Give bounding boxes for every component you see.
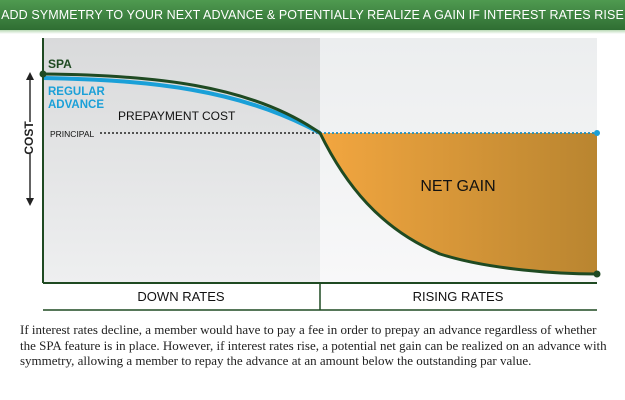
cost-arrow-up-icon	[26, 72, 34, 80]
cost-arrow-down-icon	[26, 198, 34, 206]
y-axis-label: COST	[22, 121, 36, 155]
spa-diagram: COST SPA REGULAR ADVANCE PREPAYMENT COST…	[22, 38, 601, 311]
regular-advance-curve	[42, 76, 321, 135]
caption: If interest rates decline, a member woul…	[20, 322, 607, 368]
spa-curve	[42, 72, 598, 276]
banner-title: ADD SYMMETRY TO YOUR NEXT ADVANCE & POTE…	[1, 8, 624, 22]
principal-label: PRINCIPAL	[50, 129, 95, 139]
net-gain-label: NET GAIN	[420, 178, 495, 195]
principal-end-marker	[594, 130, 600, 136]
spa-end-marker	[593, 270, 601, 278]
prepayment-cost-label: PREPAYMENT COST	[118, 109, 236, 123]
regular-advance-label-line1: REGULAR	[48, 86, 106, 98]
regular-advance-label-line2: ADVANCE	[48, 99, 104, 111]
rising-rates-label: RISING RATES	[413, 289, 504, 304]
spa-label: SPA	[48, 57, 72, 71]
banner: ADD SYMMETRY TO YOUR NEXT ADVANCE & POTE…	[0, 0, 625, 30]
banner-divider	[0, 30, 625, 34]
net-gain-area	[320, 133, 597, 274]
down-rates-label: DOWN RATES	[137, 289, 224, 304]
